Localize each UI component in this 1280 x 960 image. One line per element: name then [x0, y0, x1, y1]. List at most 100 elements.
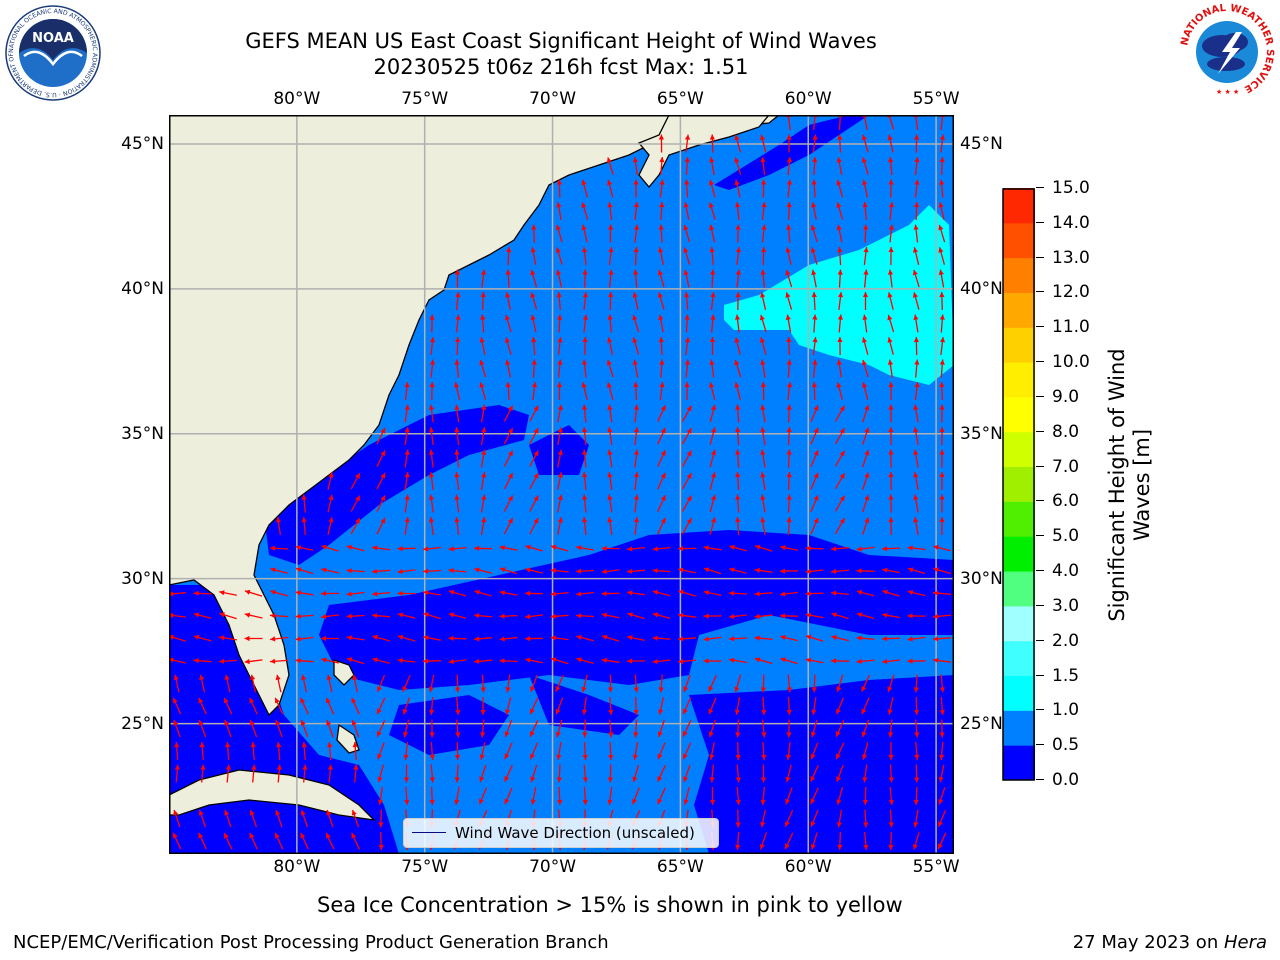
wave-direction-arrow: [479, 337, 486, 355]
wave-direction-arrow: [760, 786, 766, 806]
wave-direction-arrow: [327, 764, 333, 783]
wave-direction-arrow: [474, 589, 492, 597]
wave-direction-arrow: [912, 269, 920, 288]
wave-direction-arrow: [626, 658, 646, 664]
wave-direction-arrow: [448, 635, 467, 641]
wave-direction-arrow: [275, 674, 282, 693]
wave-direction-arrow: [608, 741, 614, 761]
wave-direction-arrow: [682, 742, 692, 760]
wave-direction-arrow: [454, 764, 460, 783]
wave-direction-arrow: [327, 741, 333, 761]
wave-direction-arrow: [888, 179, 894, 198]
wave-direction-arrow: [499, 545, 518, 551]
wave-direction-arrow: [888, 494, 894, 513]
wave-direction-arrow: [479, 742, 486, 760]
wave-direction-arrow: [302, 764, 308, 783]
wave-direction-arrow: [404, 472, 410, 490]
wave-direction-arrow: [193, 612, 212, 619]
wave-direction-arrow: [786, 179, 792, 198]
wave-direction-arrow: [939, 696, 945, 716]
wave-direction-arrow: [652, 589, 671, 597]
wave-direction-arrow: [761, 202, 767, 220]
wave-direction-arrow: [422, 568, 442, 574]
wave-direction-arrow: [684, 381, 690, 401]
wave-direction-arrow: [198, 697, 207, 715]
wave-direction-arrow: [888, 381, 894, 401]
wave-direction-arrow: [735, 404, 741, 423]
wave-direction-arrow: [887, 314, 895, 333]
wave-direction-arrow: [786, 404, 792, 423]
wave-direction-arrow: [710, 269, 716, 288]
wave-direction-arrow: [422, 590, 442, 596]
wave-direction-arrow: [658, 314, 664, 333]
wave-direction-arrow: [684, 359, 690, 378]
wave-direction-arrow: [728, 636, 748, 642]
wave-direction-arrow: [499, 567, 518, 575]
wave-direction-arrow: [684, 291, 690, 311]
wave-direction-arrow: [223, 697, 233, 715]
colorbar-cell: [1003, 431, 1035, 468]
wave-direction-arrow: [735, 449, 741, 468]
wave-direction-arrow: [300, 719, 309, 738]
wave-direction-arrow: [834, 495, 846, 512]
wave-direction-arrow: [735, 201, 741, 221]
colorbar-label: 1.0: [1052, 700, 1080, 721]
wave-direction-arrow: [557, 472, 563, 490]
wave-direction-arrow: [652, 546, 671, 552]
wave-direction-arrow: [582, 404, 588, 423]
footer-date-text: 27 May 2023 on: [1072, 932, 1224, 953]
wave-direction-arrow: [504, 719, 513, 738]
wave-direction-arrow: [455, 719, 461, 738]
wave-direction-arrow: [581, 202, 589, 220]
wave-direction-arrow: [913, 674, 919, 693]
colorbar-cell: [1003, 396, 1035, 433]
colorbar-title-line2: Waves [m]: [1130, 428, 1154, 542]
wave-direction-arrow: [810, 449, 819, 468]
wave-direction-arrow: [633, 224, 640, 243]
wave-direction-arrow: [531, 224, 537, 243]
wave-direction-arrow: [480, 516, 487, 536]
wave-direction-arrow: [174, 764, 180, 783]
wave-direction-arrow: [657, 787, 666, 805]
wave-direction-arrow: [861, 157, 869, 175]
wave-direction-arrow: [219, 612, 237, 620]
wave-direction-arrow: [555, 719, 563, 738]
wave-direction-arrow: [608, 247, 614, 265]
wave-direction-arrow: [218, 635, 238, 641]
wave-direction-arrow: [709, 764, 715, 783]
colorbar-cell: [1003, 327, 1035, 363]
wave-direction-arrow: [939, 359, 945, 378]
wave-direction-arrow: [836, 359, 843, 378]
wave-direction-arrow: [810, 742, 819, 760]
wave-direction-arrow: [837, 292, 844, 310]
wave-direction-arrow: [759, 314, 767, 333]
colorbar-tick: [1036, 326, 1044, 328]
colorbar-cell: [1003, 257, 1035, 293]
wave-direction-arrow: [709, 134, 715, 153]
wave-direction-arrow: [529, 405, 539, 422]
wave-direction-arrow: [633, 404, 639, 423]
wave-direction-arrow: [834, 472, 846, 490]
wave-direction-arrow: [683, 269, 690, 288]
wave-direction-arrow: [652, 612, 671, 620]
wave-direction-arrow: [193, 658, 212, 664]
wave-direction-arrow: [856, 635, 875, 641]
wave-direction-arrow: [429, 337, 435, 355]
wave-direction-arrow: [607, 449, 613, 468]
wave-direction-arrow: [812, 359, 818, 378]
wave-direction-arrow: [608, 696, 614, 716]
wave-direction-arrow: [633, 201, 639, 221]
wave-direction-arrow: [856, 658, 875, 664]
wave-direction-arrow: [761, 224, 767, 243]
wave-direction-arrow: [530, 314, 537, 333]
wave-direction-arrow: [734, 314, 741, 333]
wave-direction-arrow: [529, 427, 539, 445]
wave-direction-arrow: [626, 568, 646, 574]
wave-direction-arrow: [863, 831, 869, 851]
wave-direction-arrow: [834, 405, 846, 422]
wave-direction-arrow: [709, 517, 716, 535]
wave-direction-arrow: [455, 741, 461, 761]
wave-direction-arrow: [812, 156, 818, 176]
wave-direction-arrow: [939, 404, 945, 423]
wind-wave-direction-arrows: [169, 115, 952, 851]
